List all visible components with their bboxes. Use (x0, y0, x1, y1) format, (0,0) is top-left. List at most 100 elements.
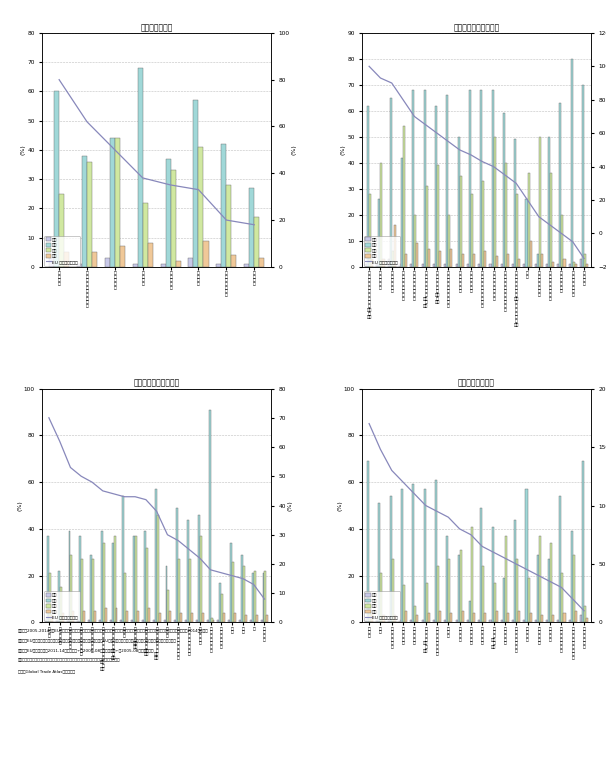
Bar (143, 203, 148, 267)
Bar (516, 559, 518, 622)
Bar (512, 264, 514, 267)
Bar (512, 620, 514, 622)
Bar (49, 258, 54, 267)
Legend: 韓国, 中国, 米国, 日本, EU 伸び率（右軸）: 韓国, 中国, 米国, 日本, EU 伸び率（右軸） (364, 591, 399, 621)
Bar (241, 554, 243, 622)
Bar (138, 68, 143, 267)
Title: （その他品目群）: （その他品目群） (458, 379, 495, 388)
Bar (367, 106, 369, 267)
Bar (175, 620, 176, 622)
Bar (148, 608, 150, 622)
Bar (478, 264, 480, 267)
Bar (501, 264, 503, 267)
Bar (167, 590, 170, 622)
Bar (49, 573, 51, 622)
Bar (221, 144, 227, 267)
Bar (367, 461, 369, 622)
Bar (415, 215, 416, 267)
Bar (410, 264, 412, 267)
Bar (153, 620, 155, 622)
Bar (223, 613, 225, 622)
Bar (450, 249, 453, 267)
Bar (369, 606, 371, 622)
Bar (254, 217, 259, 267)
Bar (490, 264, 491, 267)
Bar (365, 264, 367, 267)
Bar (550, 173, 552, 267)
Bar (231, 255, 236, 267)
Bar (491, 90, 493, 267)
Bar (530, 613, 531, 622)
Bar (412, 485, 415, 622)
Bar (376, 620, 378, 622)
Bar (79, 536, 81, 622)
Bar (580, 259, 582, 267)
Bar (446, 536, 448, 622)
Bar (482, 181, 484, 267)
Bar (444, 620, 446, 622)
Bar (437, 165, 439, 267)
Bar (571, 59, 573, 267)
Bar (51, 615, 53, 622)
Bar (244, 264, 249, 267)
Bar (234, 613, 236, 622)
Bar (456, 264, 458, 267)
Bar (559, 103, 561, 267)
Bar (92, 559, 94, 622)
Text: 備考１：2005-2014年にEUの対世界輸入金額が「増加」（増加の判断基準は割合に基づく。）している品目について、各国からの輸入割合（2014年）及び: 備考１：2005-2014年にEUの対世界輸入金額が「増加」（増加の判断基準は割… (18, 628, 209, 632)
Bar (405, 254, 407, 267)
Bar (584, 254, 586, 267)
Bar (505, 163, 507, 267)
Bar (101, 531, 103, 622)
Bar (424, 90, 425, 267)
Bar (507, 254, 509, 267)
Bar (180, 613, 182, 622)
Bar (552, 262, 554, 267)
Bar (496, 257, 498, 267)
Bar (54, 92, 59, 267)
Bar (110, 138, 115, 267)
Bar (425, 186, 428, 267)
Bar (491, 526, 493, 622)
Bar (525, 489, 527, 622)
Bar (473, 613, 475, 622)
Bar (568, 264, 571, 267)
Bar (401, 157, 403, 267)
Legend: 韓国, 中国, 米国, 日本, EU 伸び率（右軸）: 韓国, 中国, 米国, 日本, EU 伸び率（右軸） (44, 236, 79, 265)
Bar (256, 615, 258, 622)
Bar (243, 566, 245, 622)
Bar (444, 264, 446, 267)
Bar (382, 615, 385, 622)
Bar (467, 264, 469, 267)
Bar (188, 258, 193, 267)
Bar (144, 531, 146, 622)
Bar (415, 606, 416, 622)
Bar (458, 554, 459, 622)
Bar (249, 188, 254, 267)
Bar (573, 554, 574, 622)
Bar (437, 566, 439, 622)
Bar (568, 620, 571, 622)
Bar (388, 259, 390, 267)
Bar (530, 241, 531, 267)
Bar (524, 264, 525, 267)
Bar (516, 194, 518, 267)
Bar (574, 264, 577, 267)
Bar (561, 573, 564, 622)
Bar (126, 611, 128, 622)
Bar (546, 620, 548, 622)
Bar (446, 96, 448, 267)
Bar (365, 620, 367, 622)
Bar (471, 194, 473, 267)
Bar (582, 461, 584, 622)
Bar (480, 90, 482, 267)
Bar (103, 543, 105, 622)
Y-axis label: (%): (%) (341, 145, 346, 155)
Bar (213, 620, 215, 622)
Bar (115, 138, 120, 267)
Y-axis label: (%): (%) (337, 500, 342, 511)
Bar (232, 561, 234, 622)
Bar (503, 114, 505, 267)
Bar (394, 615, 396, 622)
Bar (584, 606, 586, 622)
